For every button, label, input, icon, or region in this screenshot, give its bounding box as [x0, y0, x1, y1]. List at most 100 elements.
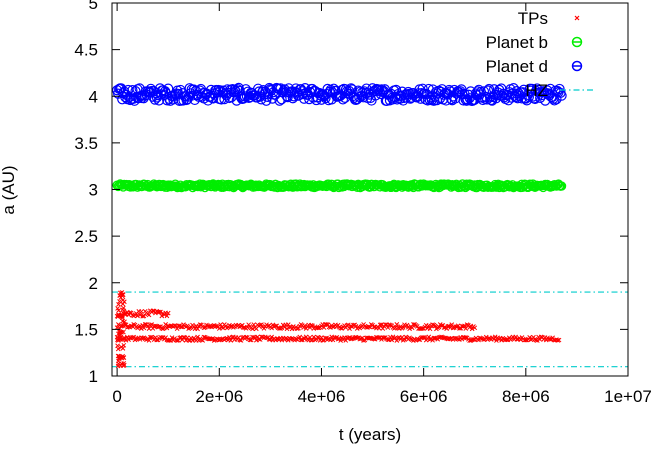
tps-point [259, 334, 264, 340]
tps-point [121, 360, 127, 366]
tps-point [379, 322, 384, 327]
tps-point [472, 325, 478, 331]
tps-point [386, 322, 392, 328]
planet-d-point [454, 87, 465, 98]
tps-point [141, 313, 147, 319]
planet-b-point [551, 181, 562, 191]
tps-point [367, 324, 373, 330]
tps-point [491, 336, 497, 342]
x-axis-title: t (years) [339, 425, 401, 444]
tps-point [165, 310, 171, 316]
legend-marker-circle [571, 60, 583, 72]
y-tick-label: 5 [89, 0, 98, 13]
tps-point [264, 335, 269, 341]
tps-point [164, 313, 170, 319]
tps-point [228, 338, 234, 343]
tps-point [250, 326, 255, 332]
tps-point [216, 337, 222, 343]
series-planet-d [112, 82, 567, 107]
tps-point [338, 325, 343, 331]
tps-point [120, 353, 125, 359]
tps-point [195, 326, 200, 332]
planet-b-point [251, 180, 261, 190]
y-tick-label: 2.5 [74, 227, 98, 246]
tps-point [195, 334, 200, 340]
tps-point [372, 336, 378, 342]
tps-point [118, 329, 124, 335]
tps-point [145, 323, 151, 329]
x-tick-label: 8e+06 [502, 387, 550, 406]
tps-point [432, 335, 438, 341]
tps-point [141, 325, 147, 331]
legend-label: TPs [518, 9, 548, 28]
tps-point [116, 312, 121, 318]
tps-point [142, 322, 148, 327]
tps-point [335, 336, 341, 342]
planet-b-point [549, 179, 560, 190]
x-tick-label: 2e+06 [195, 387, 243, 406]
tps-point [462, 323, 467, 329]
y-tick-label: 4.5 [74, 41, 98, 60]
tps-point [463, 326, 469, 331]
planet-d-point [116, 83, 127, 94]
tps-point [179, 324, 185, 330]
tps-point [303, 326, 309, 331]
tps-point [476, 337, 481, 343]
planet-d-point [549, 95, 560, 106]
planet-d-point [315, 90, 326, 101]
y-tick-label: 4 [89, 87, 98, 106]
tps-point [296, 325, 301, 331]
planet-d-point [554, 83, 565, 95]
tps-point [118, 344, 124, 350]
legend-marker-circle [571, 36, 583, 48]
y-tick-label: 3.5 [74, 134, 98, 153]
tps-point [400, 325, 406, 330]
planet-d-point [461, 95, 472, 106]
tps-point [445, 324, 451, 329]
tps-point [156, 309, 162, 315]
tps-point [146, 338, 152, 343]
tps-point [432, 323, 438, 329]
tps-point [140, 313, 146, 319]
legend-marker-tps [574, 15, 580, 21]
planet-b-point [556, 181, 567, 191]
legend-label: Planet b [486, 33, 548, 52]
tps-point [201, 334, 207, 340]
tps-point [556, 337, 562, 343]
tps-point [204, 335, 209, 341]
x-tick-label: 6e+06 [400, 387, 448, 406]
tps-point [120, 292, 126, 298]
y-tick-label: 1 [89, 367, 98, 386]
tps-point [469, 326, 475, 332]
x-tick-label: 4e+06 [298, 387, 346, 406]
tps-point [376, 325, 382, 331]
tps-point [259, 322, 264, 328]
series-planet-b [112, 179, 567, 193]
planet-d-point [131, 91, 142, 103]
tps-point [252, 335, 258, 341]
tps-point [116, 356, 122, 361]
tps-point [158, 309, 163, 315]
series-hz [112, 291, 628, 368]
tps-point [345, 322, 351, 328]
planet-d-point [446, 94, 457, 105]
tps-point [137, 312, 143, 318]
legend-label: Planet d [486, 57, 548, 76]
legend: TPs Planet b Planet d HZ [486, 9, 594, 100]
planet-d-point [337, 94, 349, 105]
tps-point [146, 326, 152, 331]
tps-point [380, 326, 386, 331]
tps-point [220, 325, 226, 331]
tps-point [427, 336, 433, 342]
tps-point [121, 342, 127, 348]
tps-point [214, 336, 220, 342]
tps-point [514, 336, 520, 342]
planet-d-point [295, 84, 307, 95]
tps-point [404, 322, 410, 328]
tps-point [523, 337, 529, 343]
tps-point [126, 312, 131, 318]
tps-point [453, 335, 458, 341]
tps-point [119, 323, 125, 329]
tps-point [308, 322, 314, 328]
tps-point [547, 336, 553, 342]
